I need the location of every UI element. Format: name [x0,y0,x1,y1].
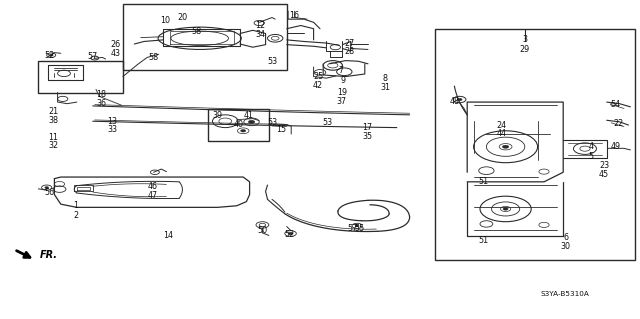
Circle shape [355,225,359,227]
Text: 10: 10 [160,16,170,25]
Text: 42: 42 [313,81,323,90]
Text: 52: 52 [44,51,54,60]
Text: 23: 23 [599,161,609,170]
Text: 8: 8 [383,74,388,83]
Text: 20: 20 [177,13,188,22]
Text: 12: 12 [255,21,266,30]
Text: FR.: FR. [40,250,58,260]
Text: 58: 58 [148,53,159,62]
Text: 45: 45 [599,170,609,179]
Text: 26: 26 [110,40,120,49]
Circle shape [503,208,508,210]
Text: 32: 32 [48,141,58,150]
Text: 33: 33 [107,125,117,134]
Circle shape [288,232,293,235]
Text: 37: 37 [337,97,347,106]
Bar [123,4,287,70]
Text: 34: 34 [255,30,266,39]
Circle shape [241,130,246,132]
Text: 11: 11 [48,133,58,142]
Text: 16: 16 [289,11,300,20]
Text: 15: 15 [276,125,287,134]
Text: 24: 24 [497,121,507,130]
Text: 3: 3 [522,35,527,44]
Text: 29: 29 [520,45,530,54]
Circle shape [49,54,53,56]
Text: 54: 54 [611,100,621,109]
Text: 51: 51 [479,177,489,186]
Text: 4: 4 [589,142,594,151]
Text: 47: 47 [147,191,157,200]
Text: 50: 50 [257,226,268,235]
Text: 36: 36 [96,99,106,108]
Text: 28: 28 [344,47,355,56]
Text: 38: 38 [48,116,58,125]
Text: 52: 52 [285,230,295,239]
Text: 13: 13 [107,117,117,126]
Circle shape [248,120,255,123]
Text: 27: 27 [344,39,355,48]
Text: 56: 56 [44,188,54,197]
Text: 41: 41 [243,111,253,120]
Circle shape [45,187,49,189]
Text: 17: 17 [362,123,372,132]
Bar [435,29,635,260]
Text: 39: 39 [212,111,223,120]
Text: 53: 53 [267,118,277,127]
Text: 19: 19 [337,88,347,97]
Text: 31: 31 [380,83,390,92]
Text: 46: 46 [147,182,157,191]
Text: 51: 51 [479,236,489,245]
Text: 49: 49 [611,142,621,151]
Text: 1: 1 [73,201,78,210]
Text: 53: 53 [267,57,277,66]
Text: 25: 25 [313,72,323,81]
Text: 30: 30 [561,242,571,251]
Bar [208,109,269,141]
Text: 9: 9 [340,76,346,85]
Text: 53: 53 [322,118,332,127]
Text: 58: 58 [191,27,202,36]
Text: 2: 2 [73,211,78,220]
Text: S3YA-B5310A: S3YA-B5310A [540,291,589,297]
Text: 40: 40 [234,120,244,129]
Text: 18: 18 [96,90,106,99]
Text: 44: 44 [497,130,507,138]
Text: 14: 14 [163,231,173,240]
Text: 48: 48 [449,97,460,106]
Bar [38,61,123,93]
Text: 5: 5 [589,152,594,161]
Text: 57: 57 [347,224,357,233]
Text: 21: 21 [48,107,58,116]
Circle shape [457,98,462,101]
Text: 6: 6 [563,233,568,242]
Text: 35: 35 [362,132,372,141]
Circle shape [502,145,509,148]
Text: 55: 55 [354,224,364,233]
Text: 7: 7 [339,66,344,75]
Text: 22: 22 [613,119,623,128]
Text: 43: 43 [110,49,120,58]
Text: 57: 57 [88,52,98,61]
